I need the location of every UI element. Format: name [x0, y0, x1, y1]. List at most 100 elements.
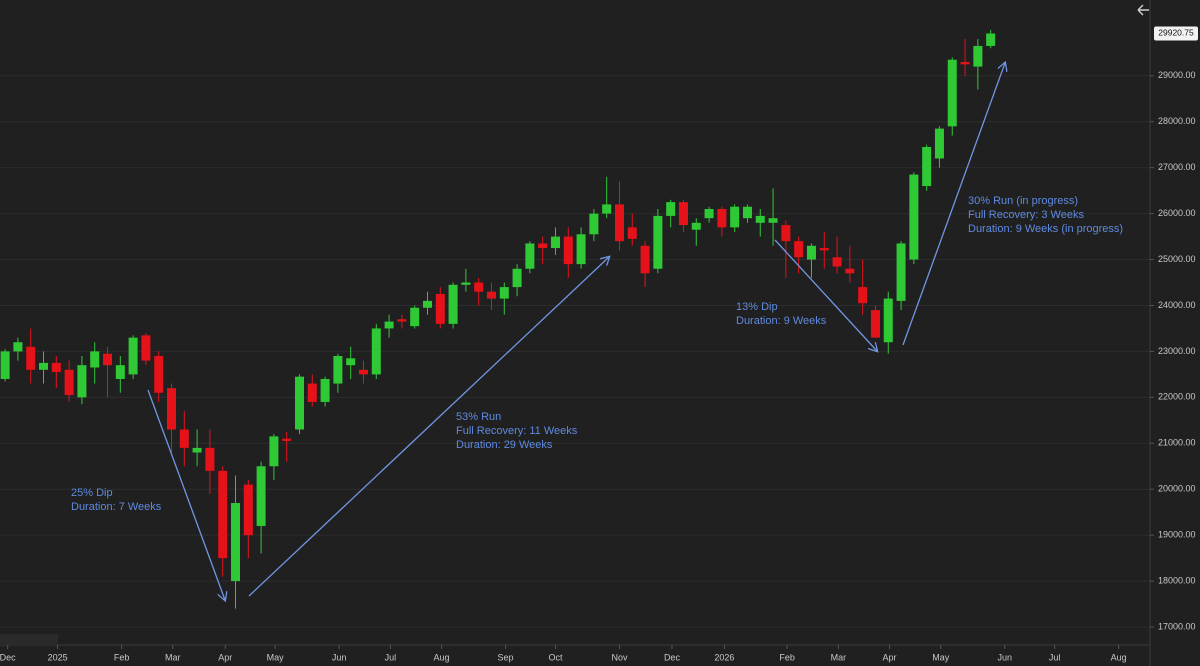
candle-body [103, 353, 113, 366]
back-button[interactable] [1137, 4, 1149, 16]
x-tick-label: Dec [664, 652, 681, 662]
arrow [248, 257, 609, 597]
candle-body [64, 369, 74, 396]
candle-body [346, 358, 356, 366]
candle-body [870, 310, 880, 338]
candle-body [218, 470, 228, 559]
candle-body [678, 202, 688, 226]
candle-body [525, 243, 535, 269]
candle-body [333, 356, 343, 384]
candle-body [486, 291, 496, 299]
candle-body [154, 356, 164, 393]
candle-body [819, 248, 829, 251]
candle-body [39, 362, 49, 370]
candle-body [640, 245, 650, 274]
arrow [902, 63, 1005, 346]
candle-body [832, 257, 842, 267]
y-tick-label: 18000.00 [1158, 575, 1196, 585]
arrow [774, 239, 877, 351]
candle-body [243, 484, 253, 536]
annotation-line: Full Recovery: 3 Weeks [968, 209, 1084, 221]
y-tick-label: 29000.00 [1158, 70, 1196, 80]
last-price-box [1154, 26, 1198, 41]
x-tick-label: Feb [114, 652, 130, 662]
candle-body [422, 300, 432, 308]
x-tick-label: Apr [883, 652, 897, 662]
candle-body [768, 218, 778, 223]
candle-body [307, 383, 317, 402]
y-tick-label: 22000.00 [1158, 392, 1196, 402]
y-tick-label: 27000.00 [1158, 162, 1196, 172]
x-tick-label: Mar [831, 652, 847, 662]
candle-body [128, 337, 138, 375]
candle-body [512, 268, 522, 288]
y-tick-label: 26000.00 [1158, 208, 1196, 218]
annotation-line: 13% Dip [736, 301, 778, 313]
x-tick-label: Apr [218, 652, 232, 662]
candle-body [666, 202, 676, 216]
y-tick-label: 23000.00 [1158, 346, 1196, 356]
y-tick-label: 28000.00 [1158, 116, 1196, 126]
candle-body [896, 243, 906, 301]
candle-body [499, 287, 509, 299]
candle-body [717, 209, 727, 228]
candle-body [845, 268, 855, 274]
candle-body [755, 215, 765, 223]
annotation-line: 53% Run [456, 411, 501, 423]
candle-body [371, 328, 381, 375]
candle-body [384, 321, 394, 329]
annotation-line: Duration: 7 Weeks [71, 501, 162, 513]
candle-body [0, 351, 10, 379]
candles [0, 29, 996, 609]
candle-body [51, 362, 61, 373]
candle-body [563, 236, 573, 265]
candle-body [858, 287, 868, 304]
candle-body [256, 466, 266, 526]
candle-body [934, 128, 944, 159]
candle-body [653, 215, 663, 269]
candle-body [474, 282, 484, 292]
candle-body [448, 284, 458, 324]
x-tick-label: Jun [332, 652, 347, 662]
candle-body [922, 146, 932, 187]
annotations: 25% Dip Duration: 7 Weeks 53% Run Full Reco… [71, 195, 1123, 513]
candle-body [704, 209, 714, 219]
x-tick-label: Sep [498, 652, 514, 662]
x-tick-label: Feb [779, 652, 795, 662]
candle-body [205, 447, 215, 471]
candle-body [589, 213, 599, 235]
candle-body [192, 447, 202, 453]
candle-body [269, 436, 279, 467]
y-tick-label: 20000.00 [1158, 484, 1196, 494]
x-tick-label: Aug [434, 652, 450, 662]
candle-body [115, 365, 125, 379]
candle-body [141, 335, 151, 361]
candle-body [883, 298, 893, 343]
y-tick-label: 17000.00 [1158, 621, 1196, 631]
annotation-line: 30% Run (in progress) [968, 195, 1078, 207]
last-price-label: 29920.75 [1158, 28, 1194, 38]
candle-body [947, 59, 957, 127]
grid [0, 75, 1150, 628]
arrow [147, 389, 225, 600]
x-tick-label: Jul [1049, 652, 1061, 662]
candle-body [397, 319, 407, 322]
candle-body [294, 376, 304, 430]
arrows [147, 63, 1005, 600]
candle-body [550, 236, 560, 249]
annotation-line: Duration: 9 Weeks (in progress) [968, 223, 1123, 235]
candle-body [576, 234, 586, 265]
candle-body [960, 62, 970, 65]
annotation-line: Duration: 29 Weeks [456, 439, 553, 451]
candle-body [320, 378, 330, 402]
axes: 17000.00 18000.00 19000.00 20000.00 21000.00… [0, 26, 1198, 662]
x-tick-label: Jul [385, 652, 397, 662]
candle-body [627, 227, 637, 239]
candle-body [358, 369, 368, 375]
candle-body [614, 204, 624, 242]
x-tick-label: Dec [0, 652, 16, 662]
candle-body [167, 388, 177, 430]
